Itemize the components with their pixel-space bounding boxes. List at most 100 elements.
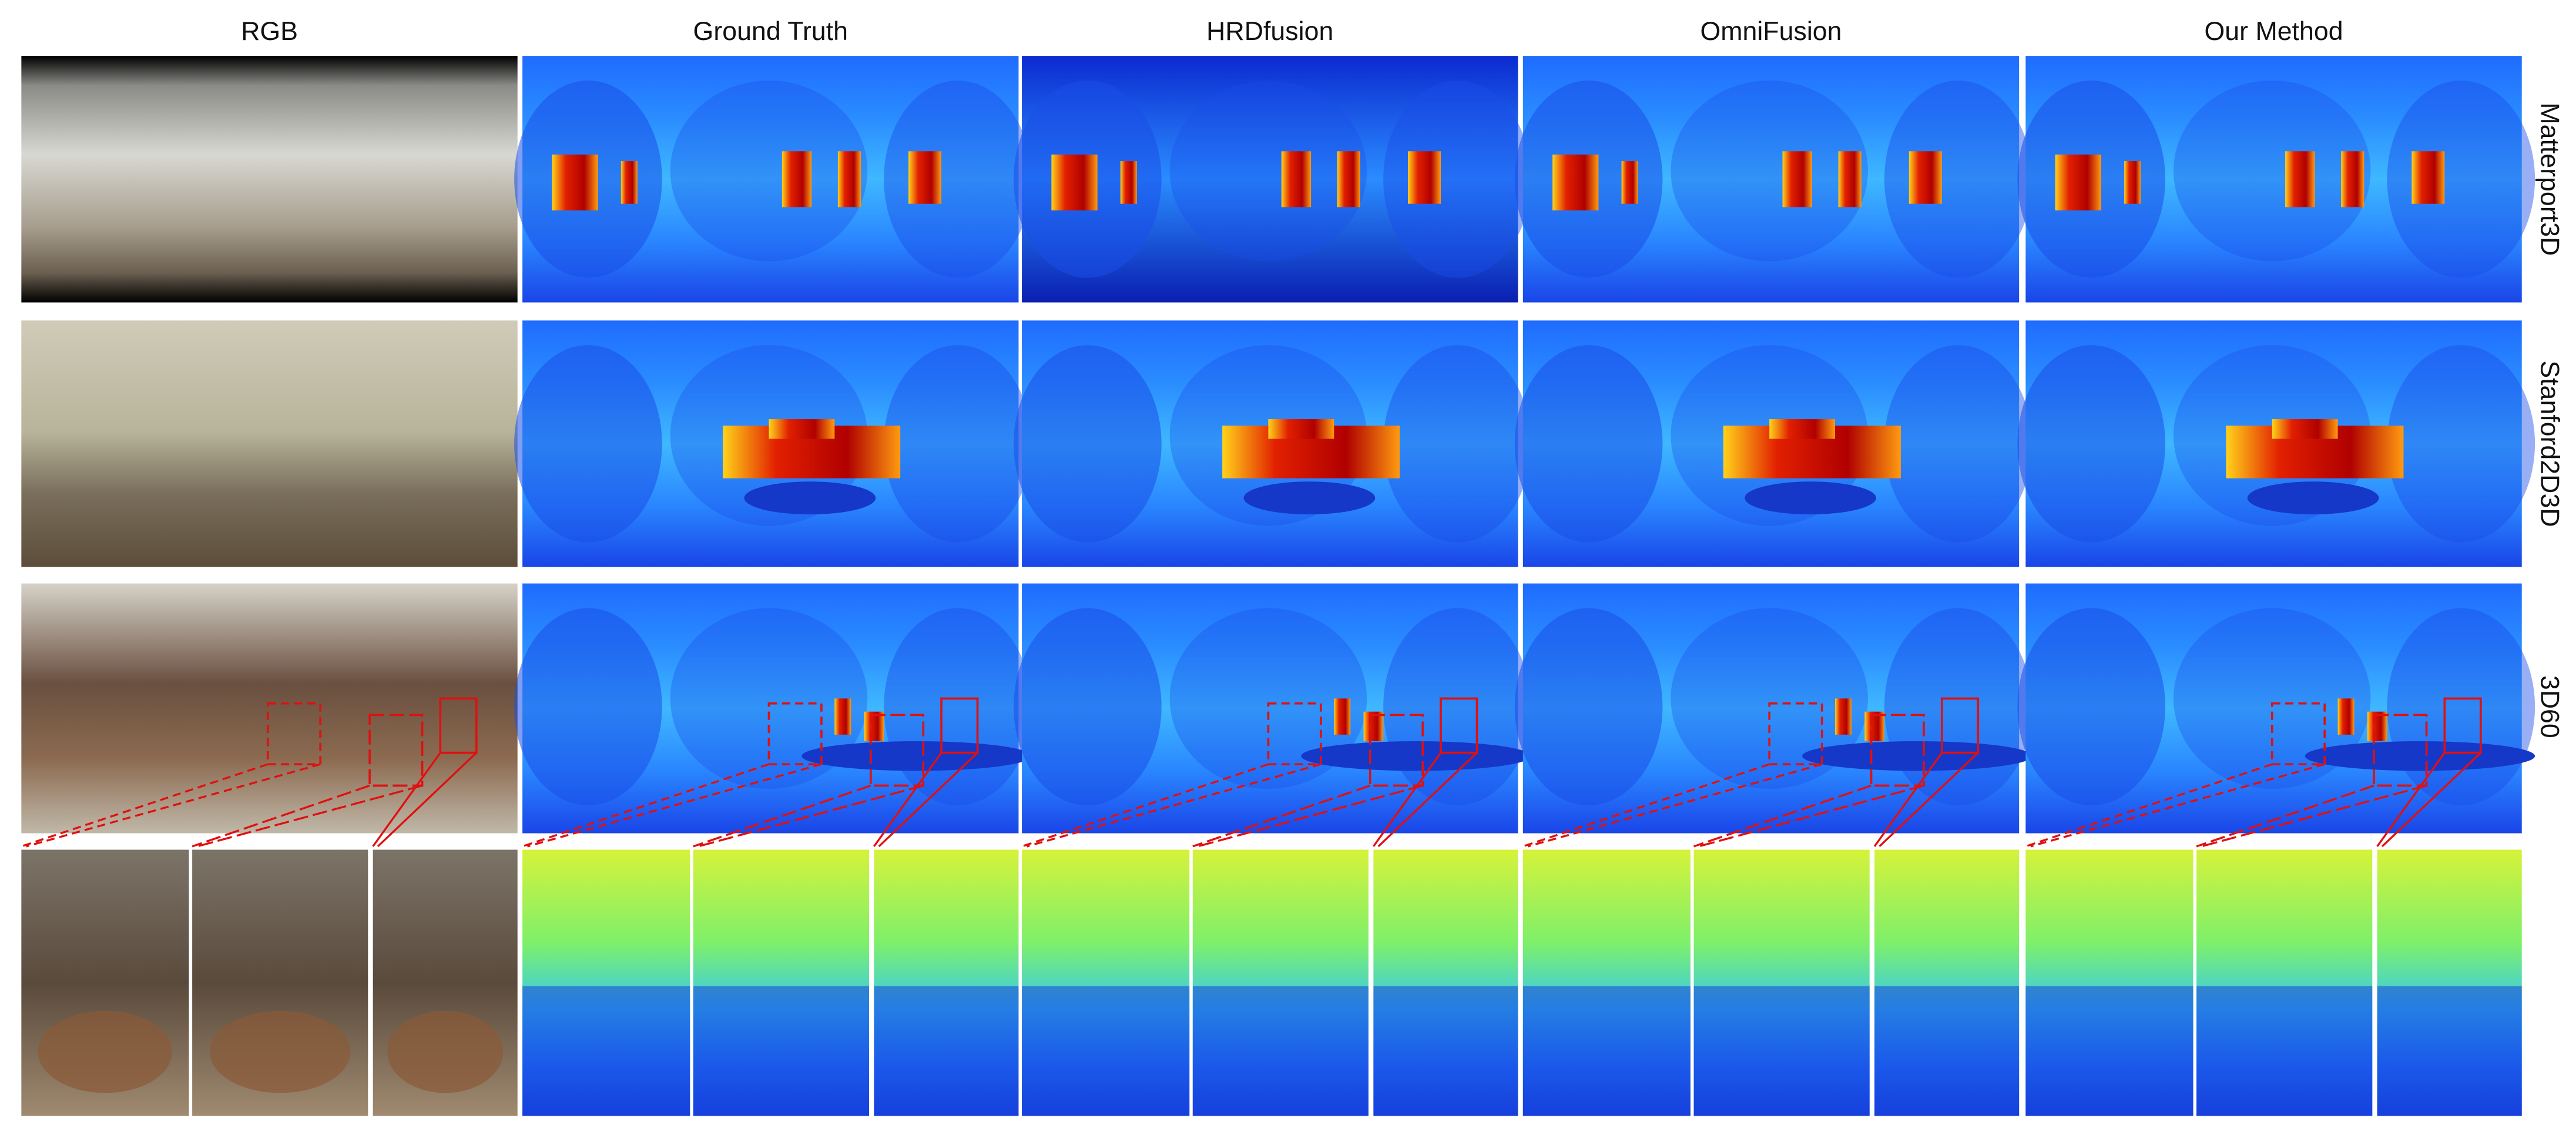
depth-hot [1120,161,1137,204]
depth-region [514,345,662,543]
depth-hot [2411,151,2445,204]
zoom-line [1527,763,1823,848]
depth-region [2174,608,2371,789]
depth-region [1014,608,1162,806]
panels [21,56,2535,1116]
zoom-line [21,763,269,848]
depth-region [1884,81,2032,278]
zoom-box [266,702,322,765]
column-header: RGB [241,17,298,46]
crop-region [2196,986,2373,1116]
crop-region [2377,986,2522,1116]
depth-hot [620,161,638,204]
depth-region [2017,345,2166,543]
depth-region [1301,741,1531,771]
depth-region [670,608,868,789]
depth-hot [1835,698,1852,735]
depth-region [1884,345,2032,543]
depth-hot [2337,698,2354,735]
depth-hot [1621,161,1638,204]
crop-region [210,1010,351,1093]
depth-hot [1908,151,1942,204]
depth-hot [1051,154,1098,210]
zoom-box [870,714,925,787]
zoom-box [368,714,424,787]
depth-hot [2272,419,2338,439]
zoom-line [1879,752,1979,848]
crop-region [1693,986,1870,1116]
zoom-box [1440,697,1478,754]
depth-region [1745,481,1876,515]
depth-hot [1408,151,1441,204]
column-header: HRDfusion [1206,17,1333,46]
zoom-line [377,752,477,848]
depth-hot [2124,161,2141,204]
zoom-line [693,784,871,848]
zoom-line [1192,784,1371,848]
depth-region [1383,608,1531,806]
zoom-line [2196,784,2374,848]
zoom-line [1021,763,1269,848]
zoom-line [2025,763,2273,848]
depth-region [884,608,1032,806]
crop-region [2025,986,2193,1116]
zoom-box [439,697,478,754]
zoom-line [1873,752,1943,847]
depth-region [2387,81,2535,278]
depth-hot [781,151,812,207]
depth-hot [1864,711,1884,742]
depth-region [2387,608,2535,806]
rgb-image [21,56,518,303]
depth-region [1169,81,1367,262]
depth-hot [908,151,942,204]
depth-region [514,608,662,806]
depth-region [2305,741,2535,771]
crop-region [38,1010,173,1093]
depth-region [884,81,1032,278]
depth-hot [837,151,861,207]
zoom-line [1026,763,1321,848]
depth-hot [1268,419,1334,439]
depth-hot [1363,711,1384,742]
crop-region [522,986,690,1116]
depth-region [884,345,1032,543]
depth-region [1014,345,1162,543]
depth-region [1514,345,1663,543]
zoom-line [1373,752,1442,847]
row-label: Stanford2D3D [2535,360,2564,527]
zoom-line [1377,752,1478,848]
depth-region [670,81,868,262]
zoom-line [873,752,942,847]
depth-hot [1281,151,1312,207]
depth-region [1383,81,1531,278]
zoom-box [2373,714,2428,787]
column-header: Our Method [2204,17,2343,46]
depth-hot [2285,151,2315,207]
zoom-box [2443,697,2482,754]
zoom-line [1522,763,1770,848]
rgb-image [21,583,518,834]
zoom-line [2381,752,2481,848]
crop-region [693,986,870,1116]
depth-region [2247,481,2379,515]
zoom-line [2030,763,2325,848]
zoom-line [2376,752,2446,847]
crop-region [1022,986,1190,1116]
depth-region [1243,481,1376,515]
depth-hot [1337,151,1361,207]
depth-hot [1769,419,1836,439]
zoom-line [192,784,370,848]
crop-region [1874,986,2020,1116]
labels: RGB Ground Truth HRDfusion OmniFusion Our Me… [241,17,2564,738]
depth-hot [2055,154,2101,210]
zoom-box [1267,702,1322,765]
zoom-box [1368,714,1424,787]
zoom-line [26,763,321,848]
depth-region [1671,608,1868,789]
depth-region [1802,741,2032,771]
column-header: OmniFusion [1700,17,1842,46]
row-label: 3D60 [2535,675,2564,738]
depth-hot [1838,151,1861,207]
zoom-box [940,697,979,754]
depth-region [801,741,1032,771]
